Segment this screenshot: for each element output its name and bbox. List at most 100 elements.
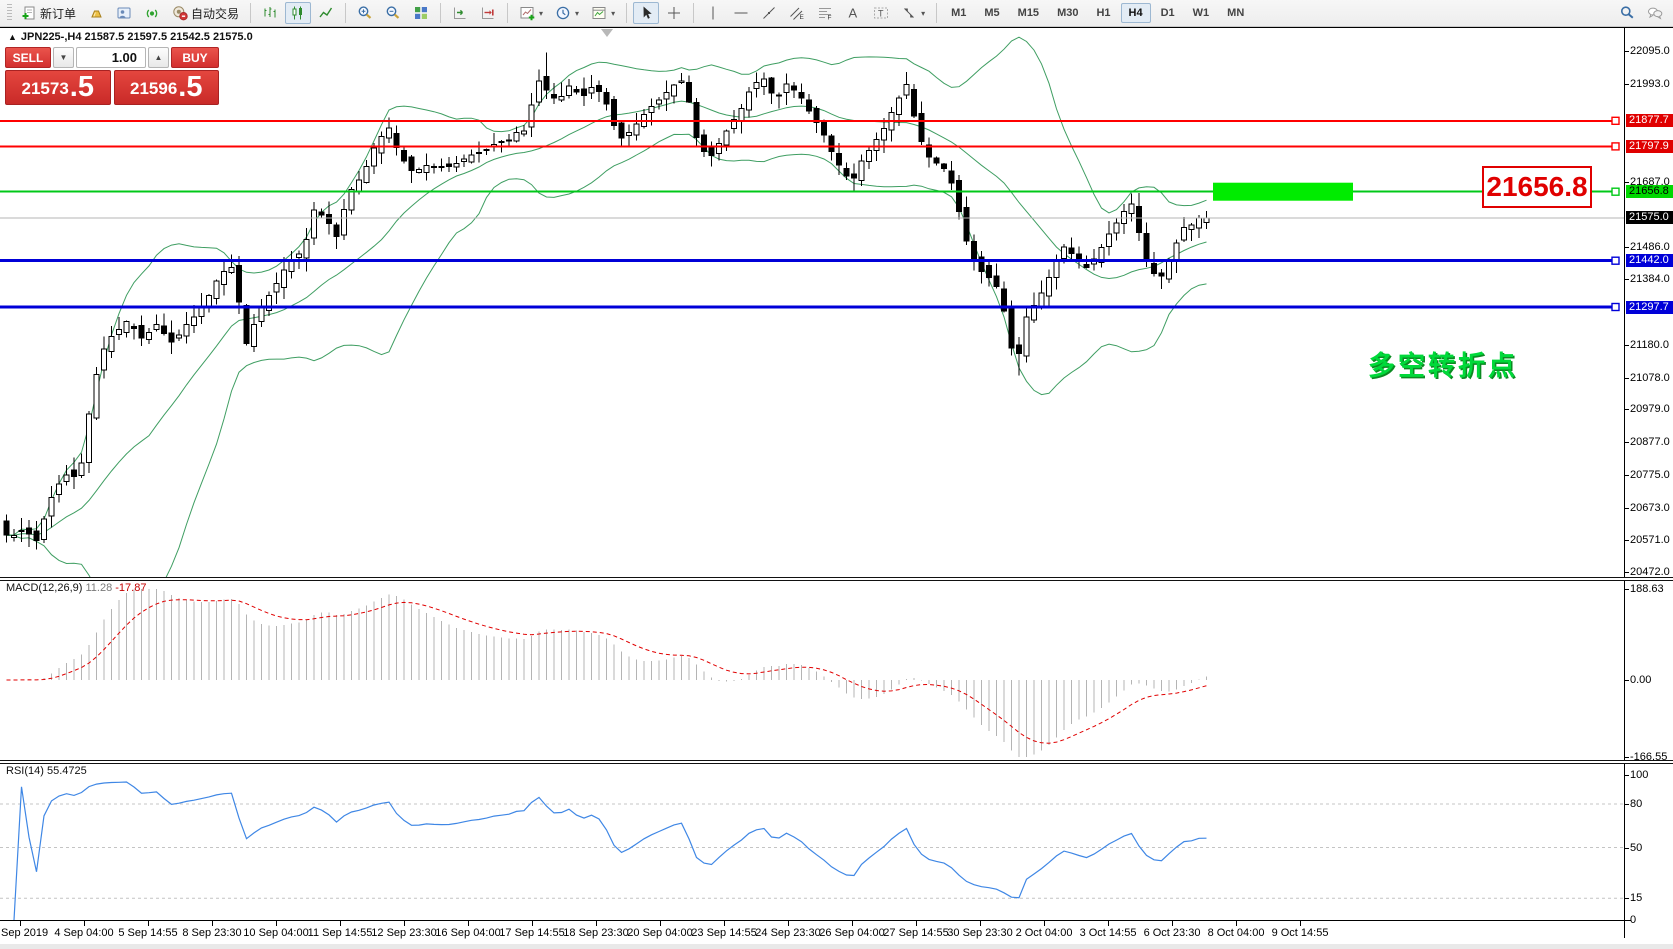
current-price-label: 21575.0: [1626, 211, 1673, 224]
crosshair-button[interactable]: [661, 2, 687, 24]
chart-shift-button[interactable]: [475, 2, 501, 24]
trendline-button[interactable]: [756, 2, 782, 24]
bollinger-l-line: [6, 133, 1207, 577]
text-icon: A: [849, 6, 858, 21]
time-tick: 30 Sep 23:30: [947, 927, 1013, 939]
time-tick: 11 Sep 14:55: [307, 927, 373, 939]
timeframe-m30-button[interactable]: M30: [1057, 7, 1079, 19]
navigator-icon[interactable]: [111, 2, 137, 24]
sell-button[interactable]: SELL: [5, 47, 51, 68]
auto-scroll-button[interactable]: [447, 2, 473, 24]
timeframe-d1-button[interactable]: D1: [1160, 7, 1175, 19]
sell-price-dec: .5: [69, 71, 94, 103]
volume-increase-button[interactable]: ▲: [148, 47, 169, 68]
zoom-in-button[interactable]: [352, 2, 378, 24]
timeframe-m15-button[interactable]: M15: [1017, 7, 1040, 19]
volume-decrease-button[interactable]: ▼: [53, 47, 74, 68]
arrows-button[interactable]: ▾: [896, 2, 930, 24]
time-tick: 27 Sep 14:55: [883, 927, 949, 939]
pivot-zone-rectangle: [1213, 182, 1353, 201]
shiftend-icon: [482, 7, 494, 19]
barchart-icon: [264, 7, 276, 18]
macd-rsi-splitter[interactable]: [0, 760, 1673, 764]
candlestick-chart-button[interactable]: [285, 2, 312, 24]
periods-button[interactable]: ▾: [550, 2, 584, 24]
signal-icon: [146, 9, 158, 18]
autoscroll-icon: [454, 7, 466, 19]
price-tick: 20571.0: [1630, 534, 1670, 546]
price-tick: 20979.0: [1630, 403, 1670, 415]
collapse-triangle-icon[interactable]: ▲: [8, 32, 17, 42]
new-order-button[interactable]: 新订单: [16, 2, 81, 25]
horizontal-line-button[interactable]: [728, 2, 754, 24]
signals-icon[interactable]: [139, 2, 165, 24]
timeframe-h4-button[interactable]: H4: [1120, 3, 1151, 23]
buy-button[interactable]: BUY: [171, 47, 219, 68]
chevron-down-icon[interactable]: ▾: [539, 8, 544, 18]
candles-icon: [292, 6, 303, 20]
pivot-line-handle[interactable]: [1611, 187, 1620, 196]
time-tick: 2 Oct 04:00: [1015, 927, 1073, 939]
rsi-axis-tick: 15: [1630, 892, 1643, 904]
hline-icon: [734, 12, 748, 14]
chart-shift-marker-icon[interactable]: [601, 29, 613, 37]
bar-chart-button[interactable]: [257, 2, 283, 24]
resistance-line-2-handle[interactable]: [1611, 142, 1620, 151]
neworder-icon: [22, 6, 35, 20]
chevron-down-icon[interactable]: ▾: [575, 8, 580, 18]
equidistant-channel-button[interactable]: E: [784, 2, 810, 24]
price-tick: 20673.0: [1630, 502, 1670, 514]
text-button[interactable]: A: [840, 2, 866, 24]
buy-price-dec: .5: [178, 71, 203, 103]
cursor-button[interactable]: [633, 2, 660, 24]
toolbar-separator: [626, 3, 628, 23]
bollinger-m-line: [6, 100, 1207, 536]
svg-text:T: T: [878, 9, 884, 19]
toolbar-separator: [507, 3, 509, 23]
svg-text:F: F: [828, 15, 832, 22]
chat-button[interactable]: [1642, 2, 1668, 24]
timeframe-m1-button[interactable]: M1: [951, 7, 967, 19]
tile-windows-button[interactable]: [408, 2, 434, 24]
macd-pane[interactable]: [6, 589, 1208, 757]
zoomout-icon: [386, 6, 400, 19]
templates-button[interactable]: ▾: [586, 2, 620, 24]
svg-text:A: A: [849, 6, 858, 21]
zoom-out-button[interactable]: [380, 2, 406, 24]
timeframe-w1-button[interactable]: W1: [1192, 7, 1210, 19]
indicators-button[interactable]: ▾: [514, 2, 548, 24]
time-tick: 4 Sep 04:00: [54, 927, 114, 939]
main-macd-splitter[interactable]: [0, 577, 1673, 581]
chevron-down-icon[interactable]: ▾: [921, 8, 926, 18]
line-chart-button[interactable]: [313, 2, 339, 24]
market-watch-icon[interactable]: [83, 2, 109, 24]
price-tick: 20877.0: [1630, 436, 1670, 448]
time-tick: 18 Sep 23:30: [563, 927, 629, 939]
sell-price-int: 21573: [21, 79, 69, 98]
fibonacci-button[interactable]: F: [812, 2, 838, 24]
resistance-line-1-handle[interactable]: [1611, 116, 1620, 126]
toolbar-separator: [936, 3, 938, 23]
time-tick: 16 Sep 04:00: [435, 927, 501, 939]
auto-trading-button[interactable]: 自动交易: [167, 2, 244, 25]
timeframe-mn-button[interactable]: MN: [1227, 7, 1245, 19]
macd-signal-line: [6, 599, 1207, 744]
chevron-down-icon[interactable]: ▾: [611, 8, 616, 18]
support-line-1-handle[interactable]: [1611, 256, 1620, 265]
search-button[interactable]: [1614, 2, 1640, 24]
main-chart-pane[interactable]: [0, 36, 1624, 612]
text-label-button[interactable]: T: [868, 2, 894, 24]
toolbar-grip[interactable]: [7, 4, 12, 22]
price-tick: 20472.0: [1630, 566, 1670, 578]
volume-input[interactable]: 1.00: [76, 47, 146, 68]
vertical-line-button[interactable]: [700, 2, 726, 24]
rsi-pane[interactable]: [0, 781, 1624, 920]
buy-price-button[interactable]: 21596.5: [113, 70, 219, 105]
support-line-2-handle[interactable]: [1611, 302, 1620, 312]
timeframe-m5-button[interactable]: M5: [984, 7, 1000, 19]
price-tick: 21078.0: [1630, 372, 1670, 384]
timeframe-h1-button[interactable]: H1: [1096, 7, 1111, 19]
sell-price-button[interactable]: 21573.5: [5, 70, 111, 105]
